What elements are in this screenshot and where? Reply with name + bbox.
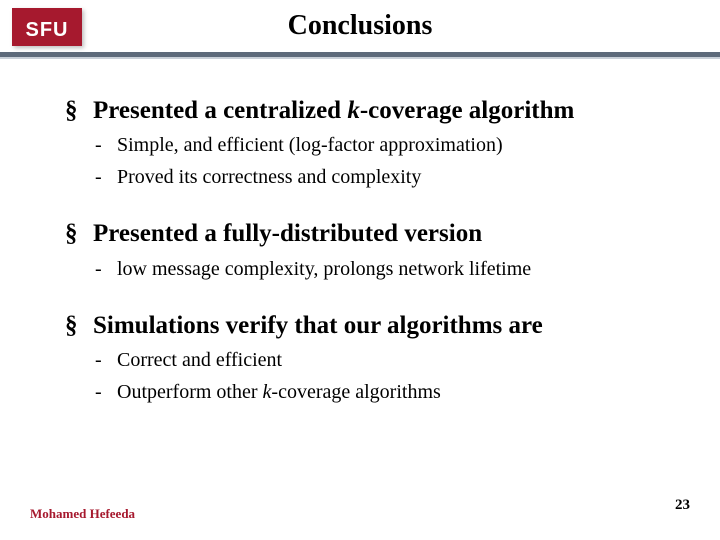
bullet-2-prefix: Presented a fully-distributed version [93, 220, 482, 247]
bullet-1-sub-1: Simple, and efficient (log-factor approx… [95, 132, 685, 158]
bullet-1: Presented a centralized k-coverage algor… [65, 95, 685, 126]
bullet-3-sub-2-post: -coverage algorithms [271, 381, 440, 403]
bullet-3-prefix: Simulations verify that our algorithms a… [93, 312, 543, 339]
content-area: Presented a centralized k-coverage algor… [65, 95, 685, 405]
footer-author: Mohamed Hefeeda [30, 506, 135, 522]
bullet-3-sub-1: Correct and efficient [95, 347, 685, 373]
footer-page-number: 23 [675, 497, 690, 514]
divider-light [0, 57, 720, 59]
bullet-1-sub-2: Proved its correctness and complexity [95, 164, 685, 190]
bullet-1-italic: k [347, 97, 360, 124]
bullet-1-suffix: -coverage algorithm [360, 97, 575, 124]
bullet-2: Presented a fully-distributed version [65, 218, 685, 249]
bullet-2-sub-1: low message complexity, prolongs network… [95, 256, 685, 282]
bullet-1-prefix: Presented a centralized [93, 97, 347, 124]
bullet-3-sub-2-pre: Outperform other [117, 381, 263, 403]
bullet-3-sub-2: Outperform other k-coverage algorithms [95, 379, 685, 405]
slide: SFU Conclusions Presented a centralized … [0, 0, 720, 540]
bullet-3: Simulations verify that our algorithms a… [65, 310, 685, 341]
slide-title: Conclusions [0, 10, 720, 42]
